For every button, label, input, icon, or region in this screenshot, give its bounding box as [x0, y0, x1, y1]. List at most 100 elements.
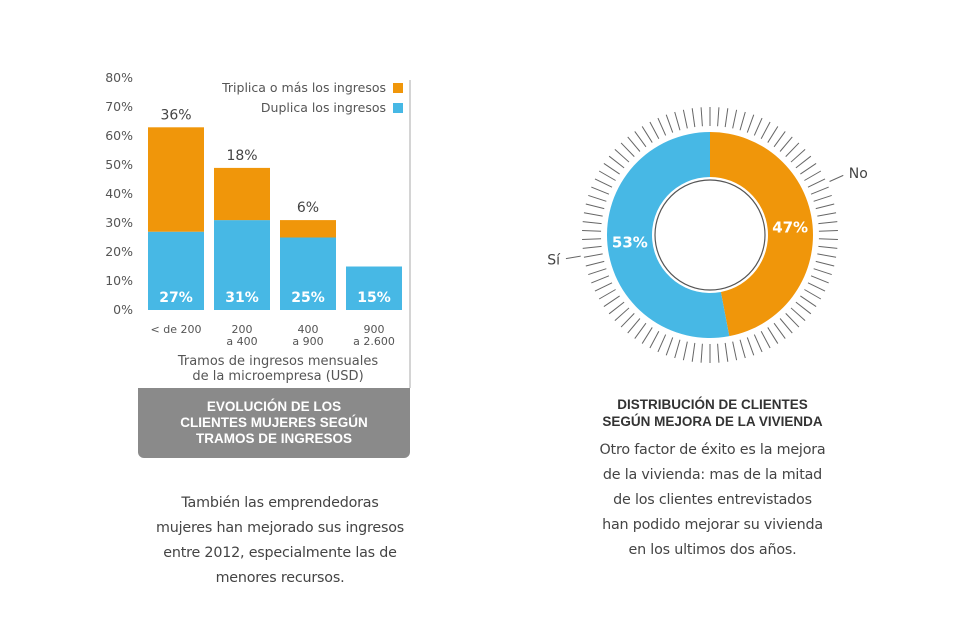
- desc-line: También las emprendedoras: [181, 495, 379, 511]
- bar-segment-duplica: [148, 231, 204, 310]
- bar-segment-triplica: [280, 220, 336, 238]
- donut-tick: [804, 170, 822, 181]
- bar-chart-title: EVOLUCIÓN DE LOS CLIENTES MUJERES SEGÚN …: [169, 399, 379, 447]
- donut-tick: [598, 170, 616, 181]
- donut-tick: [582, 221, 602, 225]
- bar-value-label: 27%: [159, 290, 193, 306]
- desc-line: han podido mejorar su vivienda: [602, 517, 823, 533]
- donut-tick: [817, 253, 837, 258]
- donut-tick: [795, 155, 812, 169]
- donut-tick: [627, 136, 641, 152]
- donut-tick: [591, 186, 610, 195]
- donut-value-label: 47%: [772, 218, 808, 236]
- donut-tick: [665, 337, 674, 356]
- x-tick-label: a 900: [292, 335, 323, 348]
- donut-labels: 47% No 53% Sí: [547, 166, 868, 269]
- bar-total-label: 6%: [297, 200, 319, 216]
- donut-slice: [710, 132, 813, 337]
- donut-leader-line: [565, 255, 581, 260]
- donut-tick: [585, 203, 605, 210]
- legend-swatch: [393, 103, 403, 113]
- donut-tick: [790, 148, 806, 163]
- donut-tick: [732, 109, 738, 129]
- x-axis-title-line: Tramos de ingresos mensuales: [177, 354, 379, 369]
- desc-line: de la vivienda: mas de la mitad: [602, 467, 823, 483]
- bars: 27% 36% 31% 18% 25% 6% 15%: [148, 107, 402, 310]
- donut-tick: [674, 339, 681, 359]
- donut-tick: [665, 114, 674, 133]
- donut-tick-ring: [582, 107, 838, 363]
- donut-slice-label: No: [849, 166, 868, 182]
- donut-tick: [657, 334, 667, 353]
- donut-tick: [785, 142, 800, 157]
- donut-tick: [603, 295, 620, 307]
- bar-chart-title-line: EVOLUCIÓN DE LOS: [206, 399, 342, 414]
- donut-tick: [598, 289, 616, 300]
- donut-tick: [691, 108, 696, 128]
- donut-chart-description: Otro factor de éxito es la mejora de la …: [570, 438, 855, 563]
- donut-chart: 47% No 53% Sí: [547, 107, 868, 363]
- bar-total-label: 18%: [226, 148, 257, 164]
- legend-label: Duplica los ingresos: [261, 100, 386, 115]
- bar-segment-triplica: [148, 127, 204, 232]
- donut-tick: [807, 178, 826, 188]
- donut-tick: [732, 341, 738, 361]
- donut-tick: [779, 318, 793, 334]
- donut-tick: [818, 245, 838, 249]
- donut-tick: [815, 260, 835, 267]
- x-tick-label: 200: [232, 323, 253, 336]
- donut-tick: [739, 111, 746, 131]
- donut-tick: [582, 245, 602, 249]
- donut-tick: [813, 194, 832, 202]
- donut-tick: [818, 221, 838, 225]
- donut-tick: [594, 282, 613, 292]
- donut-tick: [804, 289, 822, 300]
- donut-tick: [614, 148, 630, 163]
- donut-value-label: 53%: [612, 234, 648, 252]
- donut-tick: [585, 260, 605, 267]
- donut-tick: [810, 186, 829, 195]
- donut-tick: [682, 109, 688, 129]
- donut-tick: [753, 334, 763, 353]
- donut-tick: [767, 327, 779, 344]
- donut-tick: [818, 230, 838, 232]
- x-tick-label: 900: [364, 323, 385, 336]
- donut-tick: [724, 342, 729, 362]
- donut-leader-line: [829, 174, 844, 182]
- bar-chart-title-line: CLIENTES MUJERES SEGÚN: [180, 415, 368, 430]
- x-axis-title-line: de la microempresa (USD): [192, 369, 363, 384]
- y-tick-label: 70%: [105, 99, 133, 114]
- donut-tick: [594, 178, 613, 188]
- y-tick-label: 20%: [105, 244, 133, 259]
- donut-tick: [717, 343, 720, 363]
- y-tick-label: 40%: [105, 186, 133, 201]
- legend-label: Triplica o más los ingresos: [221, 80, 386, 95]
- bar-total-label: 36%: [160, 107, 191, 123]
- donut-tick: [795, 301, 812, 315]
- donut-tick: [608, 301, 625, 315]
- donut-tick: [691, 342, 696, 362]
- y-tick-label: 50%: [105, 157, 133, 172]
- desc-line: de los clientes entrevistados: [613, 492, 812, 508]
- donut-tick: [588, 268, 607, 276]
- donut-slices: [607, 132, 813, 338]
- bar-segment-duplica: [214, 220, 270, 310]
- donut-tick: [800, 295, 817, 307]
- bar-segment-duplica: [346, 266, 402, 310]
- donut-slice: [607, 132, 730, 338]
- donut-tick: [634, 131, 647, 148]
- donut-inner-ring: [654, 179, 766, 291]
- bar-chart-title-line: TRAMOS DE INGRESOS: [195, 431, 352, 446]
- donut-title-line: SEGÚN MEJORA DE LA VIVIENDA: [602, 414, 823, 429]
- donut-tick: [649, 121, 660, 139]
- bar-value-label: 25%: [291, 290, 325, 306]
- donut-tick: [627, 318, 641, 334]
- donut-tick: [807, 282, 826, 292]
- donut-tick: [700, 343, 703, 363]
- donut-tick: [582, 230, 602, 232]
- donut-tick: [810, 275, 829, 284]
- donut-tick: [760, 121, 771, 139]
- donut-tick: [767, 126, 779, 143]
- bar-value-label: 15%: [357, 290, 391, 306]
- y-tick-label: 0%: [113, 302, 133, 317]
